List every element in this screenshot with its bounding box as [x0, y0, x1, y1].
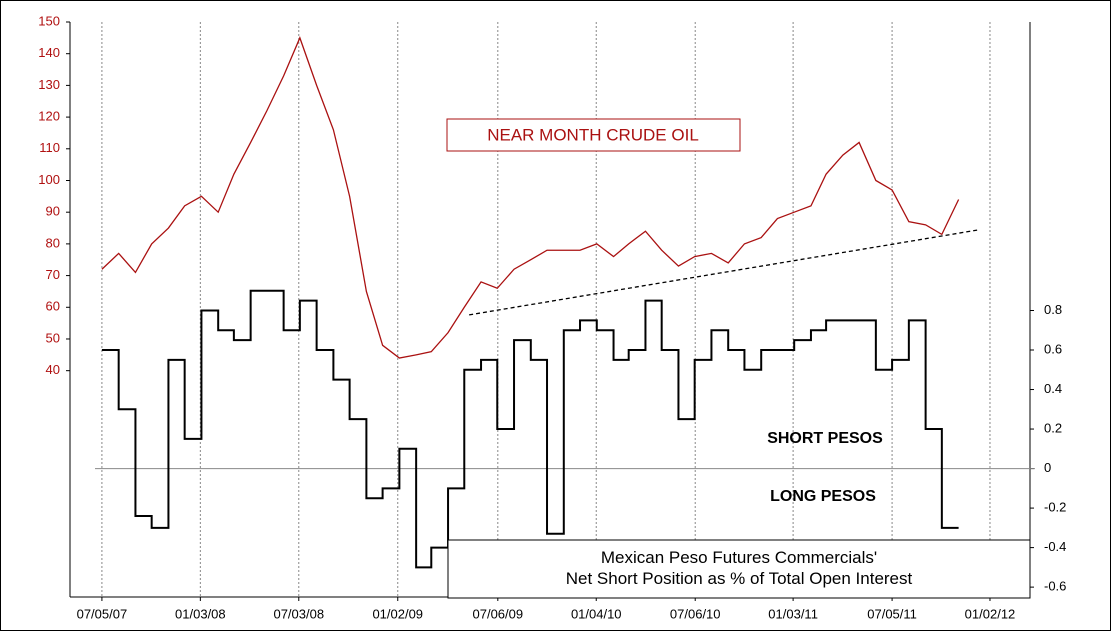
y-tick-label: 100	[38, 172, 60, 187]
annotation: LONG PESOS	[770, 488, 876, 505]
y-tick-label: 120	[38, 109, 60, 124]
trend-line	[469, 229, 979, 316]
x-tick-label: 07/05/07	[77, 606, 128, 621]
annotation: NEAR MONTH CRUDE OIL	[487, 125, 699, 144]
x-tick-label: 01/03/08	[175, 606, 226, 621]
x-tick-label: 01/02/09	[372, 606, 423, 621]
y2-tick-label: 0.4	[1044, 381, 1062, 396]
y2-tick-label: -0.6	[1044, 579, 1066, 594]
y-tick-label: 60	[46, 299, 60, 314]
y-tick-label: 50	[46, 330, 60, 345]
legend-entry: Mexican Peso Futures Commercials' Net Sho…	[566, 548, 913, 588]
y2-tick-label: -0.2	[1044, 500, 1066, 515]
x-tick-label: 01/04/10	[571, 606, 622, 621]
x-tick-label: 01/03/11	[768, 606, 818, 621]
x-tick-label: 07/06/09	[473, 606, 524, 621]
y-tick-label: 40	[46, 362, 60, 377]
y2-tick-label: 0.2	[1044, 420, 1062, 435]
plot-area: 07/05/07 01/03/08 07/03/08 01/02/09 07/06/09…	[38, 13, 1066, 621]
x-tick-label: 01/02/12	[965, 606, 1016, 621]
y2-tick-label: 0.8	[1044, 302, 1062, 317]
y-tick-label: 70	[46, 267, 60, 282]
y2-tick-label: 0.6	[1044, 341, 1062, 356]
series-line	[101, 36, 960, 359]
y-tick-label: 140	[38, 45, 60, 60]
y-tick-label: 80	[46, 235, 60, 250]
y2-tick-label: -0.4	[1044, 539, 1066, 554]
legend-box	[447, 539, 1031, 599]
x-tick-label: 07/05/11	[867, 606, 917, 621]
y-tick-label: 150	[38, 13, 60, 28]
y-tick-label: 130	[38, 77, 60, 92]
y2-tick-label: 0	[1044, 460, 1051, 475]
annotation-box	[446, 118, 741, 152]
annotation: SHORT PESOS	[767, 430, 883, 447]
series-line	[101, 289, 959, 569]
y-tick-label: 110	[39, 140, 60, 155]
y-tick-label: 90	[46, 204, 60, 219]
x-tick-label: 07/03/08	[273, 606, 324, 621]
x-tick-label: 07/06/10	[670, 606, 721, 621]
